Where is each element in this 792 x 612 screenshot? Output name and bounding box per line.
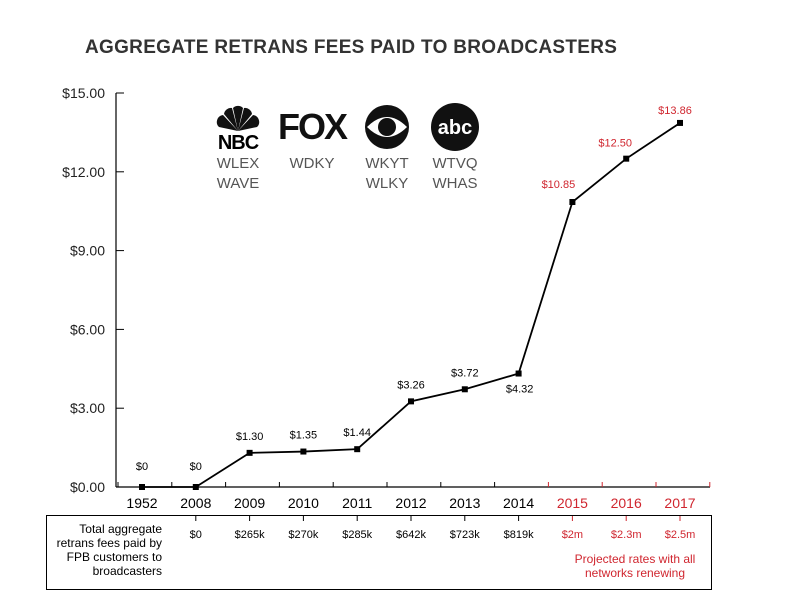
fees-table [46, 515, 712, 590]
table-value: $285k [342, 529, 372, 541]
x-tick-label: 2010 [288, 495, 319, 511]
network-cbs: WKYT WLKY [352, 100, 422, 194]
data-point [461, 386, 468, 393]
station-wtvq: WTVQ [432, 155, 478, 172]
data-point [623, 155, 630, 162]
data-label: $3.72 [451, 367, 479, 379]
table-value: $0 [190, 529, 202, 541]
data-label: $4.32 [506, 384, 534, 396]
network-fox: FOX WDKY [277, 100, 348, 174]
abc-logo-text: abc [438, 117, 472, 139]
data-point [139, 484, 145, 490]
data-label: $12.50 [598, 138, 632, 150]
nbc-logo: NBC [203, 100, 273, 154]
table-value: $2.5m [665, 529, 696, 541]
table-value: $2.3m [611, 529, 642, 541]
data-point [408, 398, 414, 405]
y-tick-label: $12.00 [62, 164, 105, 180]
data-point [300, 448, 307, 455]
table-value: $819k [504, 529, 534, 541]
data-point [515, 370, 522, 377]
x-tick-label: 2012 [395, 495, 426, 511]
x-tick-label: 2015 [557, 495, 588, 511]
station-wlky: WLKY [365, 175, 409, 192]
y-tick-label: $9.00 [70, 243, 105, 259]
x-tick-label: 2009 [234, 495, 265, 511]
data-point [569, 199, 576, 206]
data-label: $1.30 [236, 431, 264, 443]
network-nbc: NBC WLEX WAVE [203, 100, 273, 194]
data-label: $0 [190, 461, 202, 473]
data-label: $10.85 [542, 179, 576, 191]
x-tick-label: 2013 [449, 495, 480, 511]
data-label: $1.35 [290, 430, 318, 442]
y-tick-label: $0.00 [70, 479, 105, 495]
fox-logo: FOX [277, 100, 348, 154]
table-value: $265k [235, 529, 265, 541]
data-label: $3.26 [397, 379, 425, 391]
y-tick-label: $6.00 [70, 321, 105, 337]
x-tick-label: 2017 [664, 495, 695, 511]
fox-logo-text: FOX [277, 106, 348, 147]
station-whas: WHAS [432, 175, 478, 192]
x-tick-label: 2016 [611, 495, 642, 511]
data-label: $13.86 [658, 105, 692, 117]
station-wave: WAVE [216, 175, 260, 192]
chart-title: AGGREGATE RETRANS FEES PAID TO BROADCAST… [85, 37, 618, 58]
abc-logo: abc [420, 100, 490, 154]
x-tick-label: 1952 [126, 495, 157, 511]
table-value: $642k [396, 529, 426, 541]
x-tick-label: 2011 [342, 495, 372, 511]
nbc-logo-text: NBC [218, 132, 259, 151]
data-point [192, 484, 199, 490]
y-tick-label: $3.00 [70, 400, 105, 416]
x-tick-label: 2014 [503, 495, 534, 511]
fees-table-label: Total aggregate retrans fees paid by FPB… [56, 522, 162, 578]
table-value: $723k [450, 529, 480, 541]
network-abc: abc WTVQ WHAS [420, 100, 490, 194]
data-point [246, 449, 253, 456]
table-value: $270k [288, 529, 318, 541]
data-point [354, 446, 361, 453]
station-wdky: WDKY [289, 155, 335, 172]
station-wlex: WLEX [216, 155, 260, 172]
data-point [677, 119, 683, 126]
data-label: $0 [136, 461, 148, 473]
cbs-logo [352, 100, 422, 154]
y-tick-label: $15.00 [62, 85, 105, 101]
x-tick-label: 2008 [180, 495, 211, 511]
projected-note: Projected rates with all networks renewi… [574, 552, 696, 580]
data-label: $1.44 [343, 427, 371, 439]
table-value: $2m [562, 529, 583, 541]
station-wkyt: WKYT [365, 155, 409, 172]
